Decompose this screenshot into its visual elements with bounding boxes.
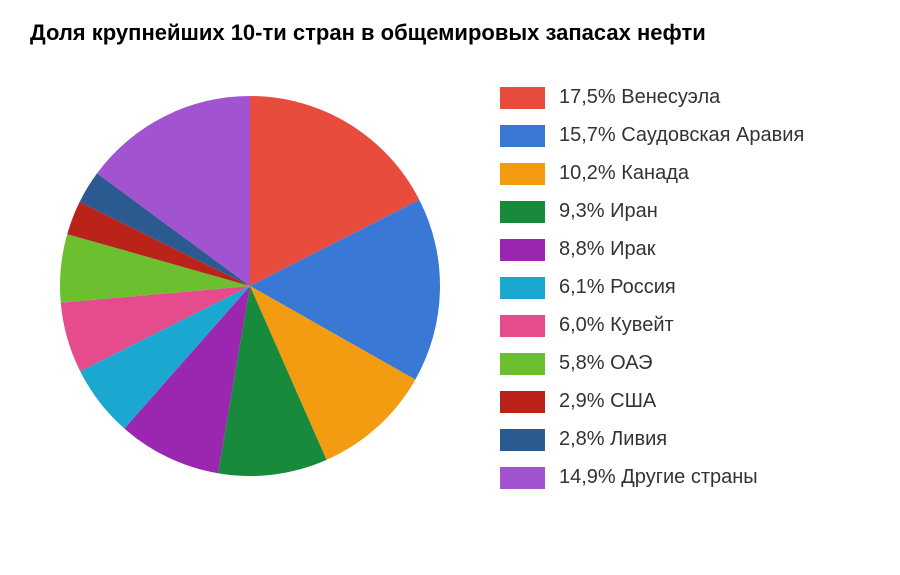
legend-label: 9,3% Иран: [559, 200, 658, 223]
legend-item: 15,7% Саудовская Аравия: [500, 124, 804, 147]
legend-item: 9,3% Иран: [500, 200, 804, 223]
legend-item: 6,1% Россия: [500, 276, 804, 299]
legend-label: 8,8% Ирак: [559, 238, 656, 261]
legend-label: 14,9% Другие страны: [559, 466, 758, 489]
legend-swatch: [500, 429, 545, 451]
legend-swatch: [500, 125, 545, 147]
legend-item: 8,8% Ирак: [500, 238, 804, 261]
legend: 17,5% Венесуэла 15,7% Саудовская Аравия 10…: [500, 86, 804, 489]
legend-label: 17,5% Венесуэла: [559, 86, 720, 109]
legend-label: 2,8% Ливия: [559, 428, 667, 451]
legend-label: 15,7% Саудовская Аравия: [559, 124, 804, 147]
legend-swatch: [500, 467, 545, 489]
legend-swatch: [500, 353, 545, 375]
chart-area: 17,5% Венесуэла 15,7% Саудовская Аравия 10…: [30, 66, 870, 489]
chart-container: Доля крупнейших 10-ти стран в общемировы…: [0, 0, 900, 575]
legend-item: 17,5% Венесуэла: [500, 86, 804, 109]
legend-swatch: [500, 277, 545, 299]
legend-label: 5,8% ОАЭ: [559, 352, 653, 375]
chart-title: Доля крупнейших 10-ти стран в общемировы…: [30, 20, 870, 46]
legend-swatch: [500, 391, 545, 413]
legend-swatch: [500, 87, 545, 109]
pie-chart: [60, 96, 440, 476]
legend-swatch: [500, 315, 545, 337]
legend-item: 2,9% США: [500, 390, 804, 413]
legend-swatch: [500, 163, 545, 185]
legend-swatch: [500, 201, 545, 223]
legend-item: 2,8% Ливия: [500, 428, 804, 451]
legend-label: 6,1% Россия: [559, 276, 676, 299]
legend-item: 6,0% Кувейт: [500, 314, 804, 337]
legend-item: 5,8% ОАЭ: [500, 352, 804, 375]
pie-svg: [60, 96, 440, 476]
legend-swatch: [500, 239, 545, 261]
legend-label: 10,2% Канада: [559, 162, 689, 185]
legend-label: 2,9% США: [559, 390, 656, 413]
legend-label: 6,0% Кувейт: [559, 314, 674, 337]
legend-item: 14,9% Другие страны: [500, 466, 804, 489]
legend-item: 10,2% Канада: [500, 162, 804, 185]
